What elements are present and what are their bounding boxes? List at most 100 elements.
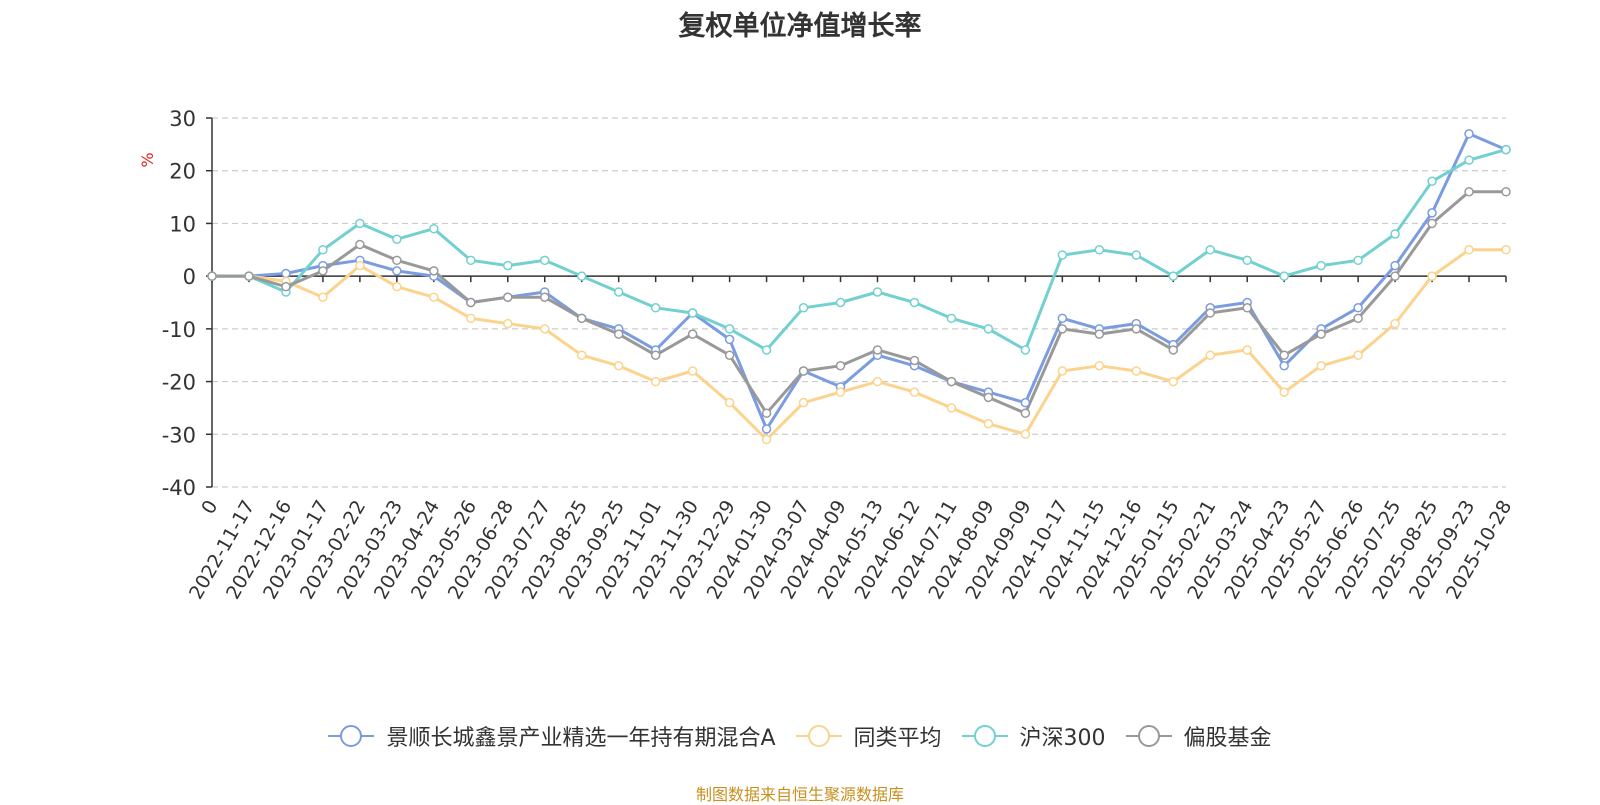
legend-item[interactable]: 景顺长城鑫景产业精选一年持有期混合A: [328, 720, 776, 752]
data-point: [318, 292, 328, 302]
data-point: [1057, 313, 1068, 324]
data-point: [539, 324, 550, 334]
data-point: [1131, 250, 1142, 260]
y-tick-label: 30: [169, 107, 196, 131]
data-point: [429, 266, 439, 276]
data-point: [1464, 129, 1474, 139]
data-point: [503, 318, 513, 329]
data-point: [1131, 324, 1142, 334]
data-point: [761, 345, 772, 355]
data-point: [1094, 245, 1105, 255]
data-point: [576, 271, 587, 281]
data-point: [503, 292, 513, 302]
data-point: [687, 366, 698, 376]
data-point: [1094, 329, 1105, 339]
data-point: [798, 366, 809, 376]
series-line: [212, 148, 1507, 352]
data-point: [613, 361, 624, 371]
data-point: [1353, 255, 1363, 266]
legend-swatch-icon: [328, 725, 375, 747]
data-point: [872, 287, 883, 297]
data-point: [1279, 387, 1289, 397]
data-point: [983, 418, 994, 429]
data-point: [576, 350, 587, 360]
data-point: [1057, 324, 1068, 334]
data-point: [1168, 271, 1179, 281]
y-tick-label: -40: [162, 476, 196, 500]
y-tick-label: -10: [162, 318, 196, 342]
legend-label: 景顺长城鑫景产业精选一年持有期混合A: [386, 726, 776, 751]
data-point: [1427, 271, 1437, 281]
data-point: [392, 281, 402, 292]
data-point: [761, 434, 772, 445]
data-point: [1057, 366, 1068, 376]
data-point: [1020, 429, 1031, 440]
data-point: [1501, 187, 1511, 197]
data-point: [724, 324, 735, 334]
data-point: [1353, 303, 1363, 313]
legend-item[interactable]: 偏股基金: [1125, 720, 1272, 752]
legend-swatch-icon: [795, 725, 842, 747]
data-point: [724, 397, 735, 408]
data-point: [613, 287, 624, 297]
data-point: [1094, 361, 1105, 371]
legend-label: 沪深300: [1019, 726, 1106, 751]
data-point: [835, 387, 846, 397]
y-axis-unit-label: %: [138, 152, 157, 167]
series-markers: [207, 129, 1511, 445]
data-point: [207, 271, 217, 281]
x-tick-label: 0: [197, 497, 222, 518]
data-point: [1205, 245, 1215, 255]
line-chart: 3020100-10-20-30-4002022-11-172022-12-16…: [138, 107, 1517, 603]
data-point: [946, 376, 957, 387]
data-point: [1316, 329, 1326, 339]
legend-item[interactable]: 沪深300: [961, 720, 1106, 752]
data-point: [1242, 255, 1252, 266]
data-point: [1464, 155, 1474, 165]
data-point: [429, 292, 439, 302]
y-tick-label: 0: [183, 265, 196, 289]
data-point: [1501, 144, 1511, 155]
data-point: [1353, 350, 1363, 360]
data-point: [355, 260, 365, 271]
data-point: [281, 281, 291, 292]
data-point: [392, 255, 402, 266]
series-line: [212, 248, 1506, 442]
data-point: [1390, 229, 1400, 239]
data-point: [761, 424, 772, 434]
data-point: [503, 260, 513, 271]
data-point: [1316, 260, 1326, 271]
data-point: [466, 313, 476, 324]
data-point: [872, 345, 883, 355]
chart-title: 复权单位净值增长率: [678, 11, 922, 42]
data-point: [687, 308, 698, 318]
data-point: [761, 408, 772, 418]
data-point: [872, 376, 883, 387]
data-point: [798, 397, 809, 408]
data-point: [1020, 397, 1031, 408]
data-point: [724, 350, 735, 360]
y-tick-label: 20: [169, 160, 196, 184]
data-point: [1279, 350, 1289, 360]
data-point: [835, 361, 846, 371]
data-point: [909, 355, 920, 366]
y-tick-label: -20: [162, 371, 196, 395]
data-point: [1464, 245, 1474, 255]
data-point: [1390, 318, 1400, 329]
data-point: [244, 271, 254, 281]
legend-item[interactable]: 同类平均: [795, 720, 942, 752]
source-note: 制图数据来自恒生聚源数据库: [695, 785, 904, 804]
data-point: [650, 376, 661, 387]
data-point: [1316, 361, 1326, 371]
legend-swatch-icon: [1125, 725, 1172, 747]
data-point: [650, 350, 661, 360]
data-point: [355, 239, 365, 250]
data-point: [613, 329, 624, 339]
data-point: [1205, 350, 1215, 360]
data-point: [539, 255, 550, 266]
data-point: [1168, 376, 1179, 387]
data-point: [392, 266, 402, 276]
axes: 3020100-10-20-30-4002022-11-172022-12-16…: [162, 107, 1517, 603]
data-point: [1353, 313, 1363, 324]
data-point: [687, 329, 698, 339]
